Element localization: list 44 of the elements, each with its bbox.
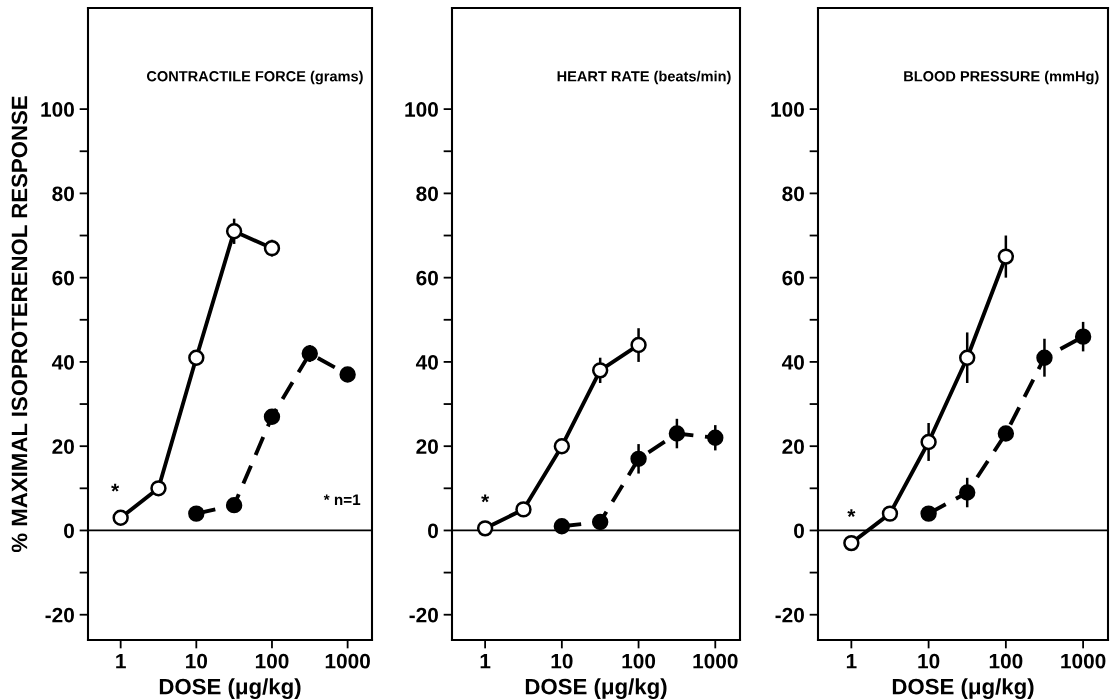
- x-tick-label: 1000: [1061, 653, 1106, 669]
- y-tick-label: 60: [782, 270, 804, 286]
- y-tick-label: 0: [794, 523, 804, 539]
- text: CONTRACTILE FORCE (grams): [146, 70, 363, 85]
- x-axis-title: DOSE (μg/kg): [159, 678, 301, 699]
- x-tick-label: 10: [551, 653, 573, 669]
- annotation: *: [847, 509, 856, 517]
- y-tick-label: 80: [416, 186, 438, 202]
- x-tick-label: 1000: [693, 653, 738, 669]
- x-tick-label: 100: [989, 653, 1023, 669]
- y-tick-label: 0: [64, 523, 74, 539]
- y-tick-label: 40: [415, 354, 438, 370]
- x-tick-label: 10: [918, 653, 940, 669]
- annotation: * n=1: [323, 494, 361, 505]
- x-tick-label: 100: [622, 653, 656, 669]
- x-tick-label: 100: [255, 653, 289, 669]
- y-tick-label: 60: [52, 270, 74, 286]
- y-tick-label: 40: [781, 354, 804, 370]
- text: BLOOD PRESSURE (mmHg): [904, 70, 1099, 85]
- annotation: *: [481, 494, 490, 503]
- y-tick-label: -20: [45, 607, 74, 623]
- x-tick-label: 1: [480, 653, 491, 669]
- y-axis-title: % MAXIMAL ISOPROTERENOL RESPONSE: [11, 96, 28, 553]
- x-axis-title: DOSE (μg/kg): [525, 678, 667, 699]
- annotation: *: [111, 483, 120, 492]
- y-tick-label: -20: [409, 607, 438, 623]
- y-tick-label: 100: [771, 102, 804, 117]
- y-tick-label: 0: [428, 523, 438, 539]
- x-tick-label: 1000: [325, 653, 370, 669]
- y-tick-label: 20: [52, 439, 74, 454]
- y-tick-label: 40: [51, 354, 74, 370]
- x-tick-label: 10: [186, 653, 208, 669]
- y-tick-label: 100: [405, 102, 438, 117]
- y-tick-label: 100: [41, 102, 74, 117]
- y-tick-label: 60: [416, 270, 438, 286]
- y-tick-label: 80: [782, 186, 804, 202]
- y-tick-label: -20: [775, 607, 804, 623]
- text: HEART RATE (beats/min): [557, 70, 731, 85]
- y-tick-label: 80: [52, 186, 74, 202]
- y-tick-label: 20: [416, 439, 438, 454]
- x-axis-title: DOSE (μg/kg): [892, 678, 1034, 699]
- x-tick-label: 1: [846, 653, 857, 669]
- y-tick-label: 20: [782, 439, 804, 454]
- x-tick-label: 1: [116, 653, 126, 669]
